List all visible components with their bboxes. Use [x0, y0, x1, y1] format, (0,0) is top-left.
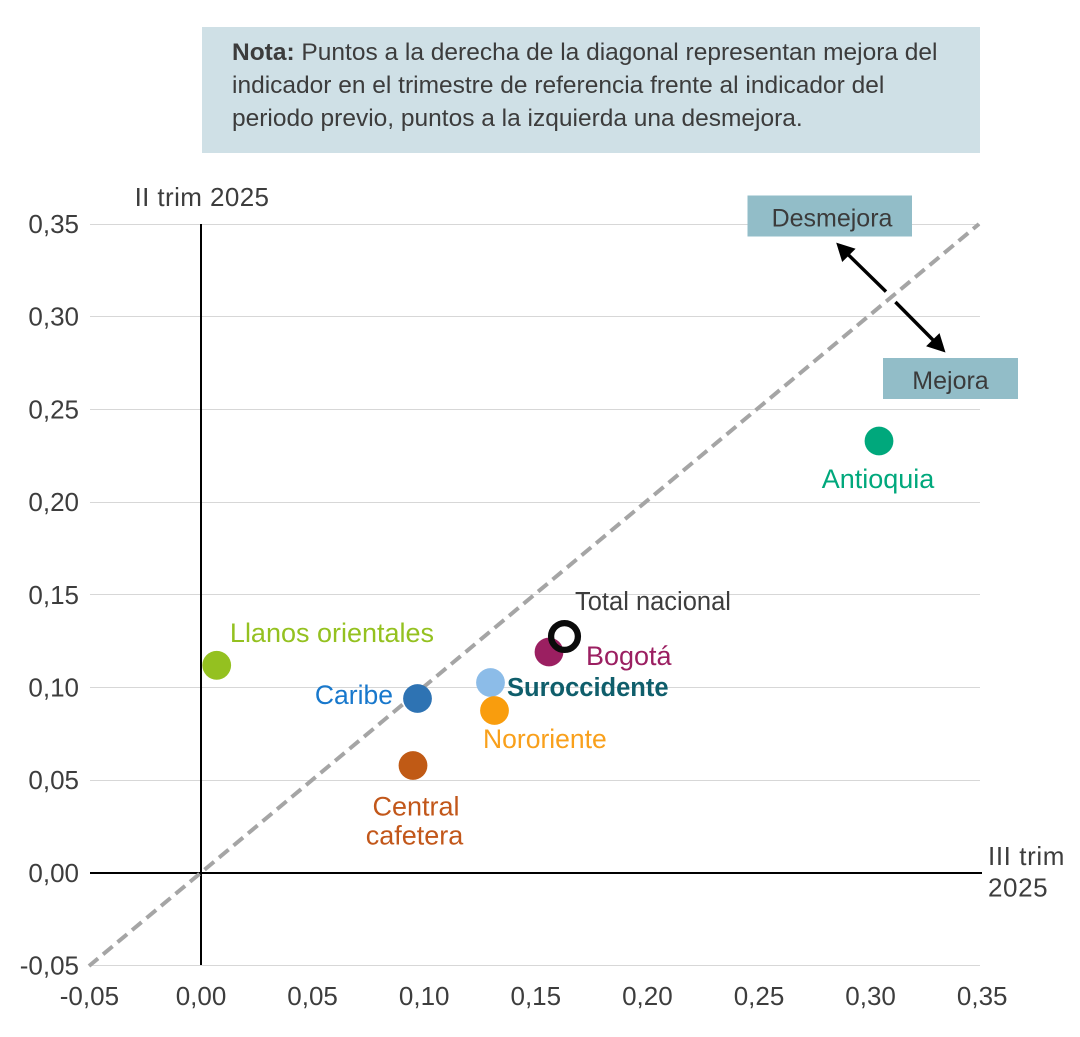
svg-text:0,10: 0,10	[28, 673, 79, 703]
svg-text:0,00: 0,00	[28, 858, 79, 888]
svg-text:0,15: 0,15	[28, 580, 79, 610]
svg-text:0,25: 0,25	[28, 394, 79, 424]
svg-text:Nororiente: Nororiente	[483, 724, 607, 754]
svg-text:II trim 2025: II trim 2025	[135, 182, 270, 212]
svg-text:0,05: 0,05	[287, 981, 338, 1011]
svg-text:2025: 2025	[988, 873, 1048, 903]
svg-text:III trim: III trim	[988, 841, 1065, 871]
svg-text:0,30: 0,30	[28, 302, 79, 332]
svg-text:Central: Central	[372, 792, 459, 822]
svg-text:Antioquia: Antioquia	[822, 464, 936, 494]
svg-text:Total nacional: Total nacional	[575, 588, 731, 616]
svg-text:0,00: 0,00	[176, 981, 227, 1011]
svg-text:0,25: 0,25	[734, 981, 785, 1011]
svg-text:0,20: 0,20	[622, 981, 673, 1011]
svg-text:Llanos orientales: Llanos orientales	[230, 618, 434, 648]
svg-text:0,35: 0,35	[957, 981, 1008, 1011]
svg-text:cafetera: cafetera	[366, 821, 465, 851]
svg-text:-0,05: -0,05	[20, 951, 79, 981]
svg-text:Desmejora: Desmejora	[772, 204, 893, 232]
svg-text:0,15: 0,15	[510, 981, 561, 1011]
svg-text:0,20: 0,20	[28, 487, 79, 517]
svg-text:0,10: 0,10	[399, 981, 450, 1011]
svg-text:Bogotá: Bogotá	[586, 641, 673, 671]
svg-text:0,30: 0,30	[845, 981, 896, 1011]
svg-text:0,35: 0,35	[28, 209, 79, 239]
svg-text:Mejora: Mejora	[912, 367, 989, 395]
svg-text:Caribe: Caribe	[315, 680, 393, 710]
svg-text:Suroccidente: Suroccidente	[507, 674, 669, 702]
svg-text:-0,05: -0,05	[60, 981, 119, 1011]
svg-text:0,05: 0,05	[28, 765, 79, 795]
